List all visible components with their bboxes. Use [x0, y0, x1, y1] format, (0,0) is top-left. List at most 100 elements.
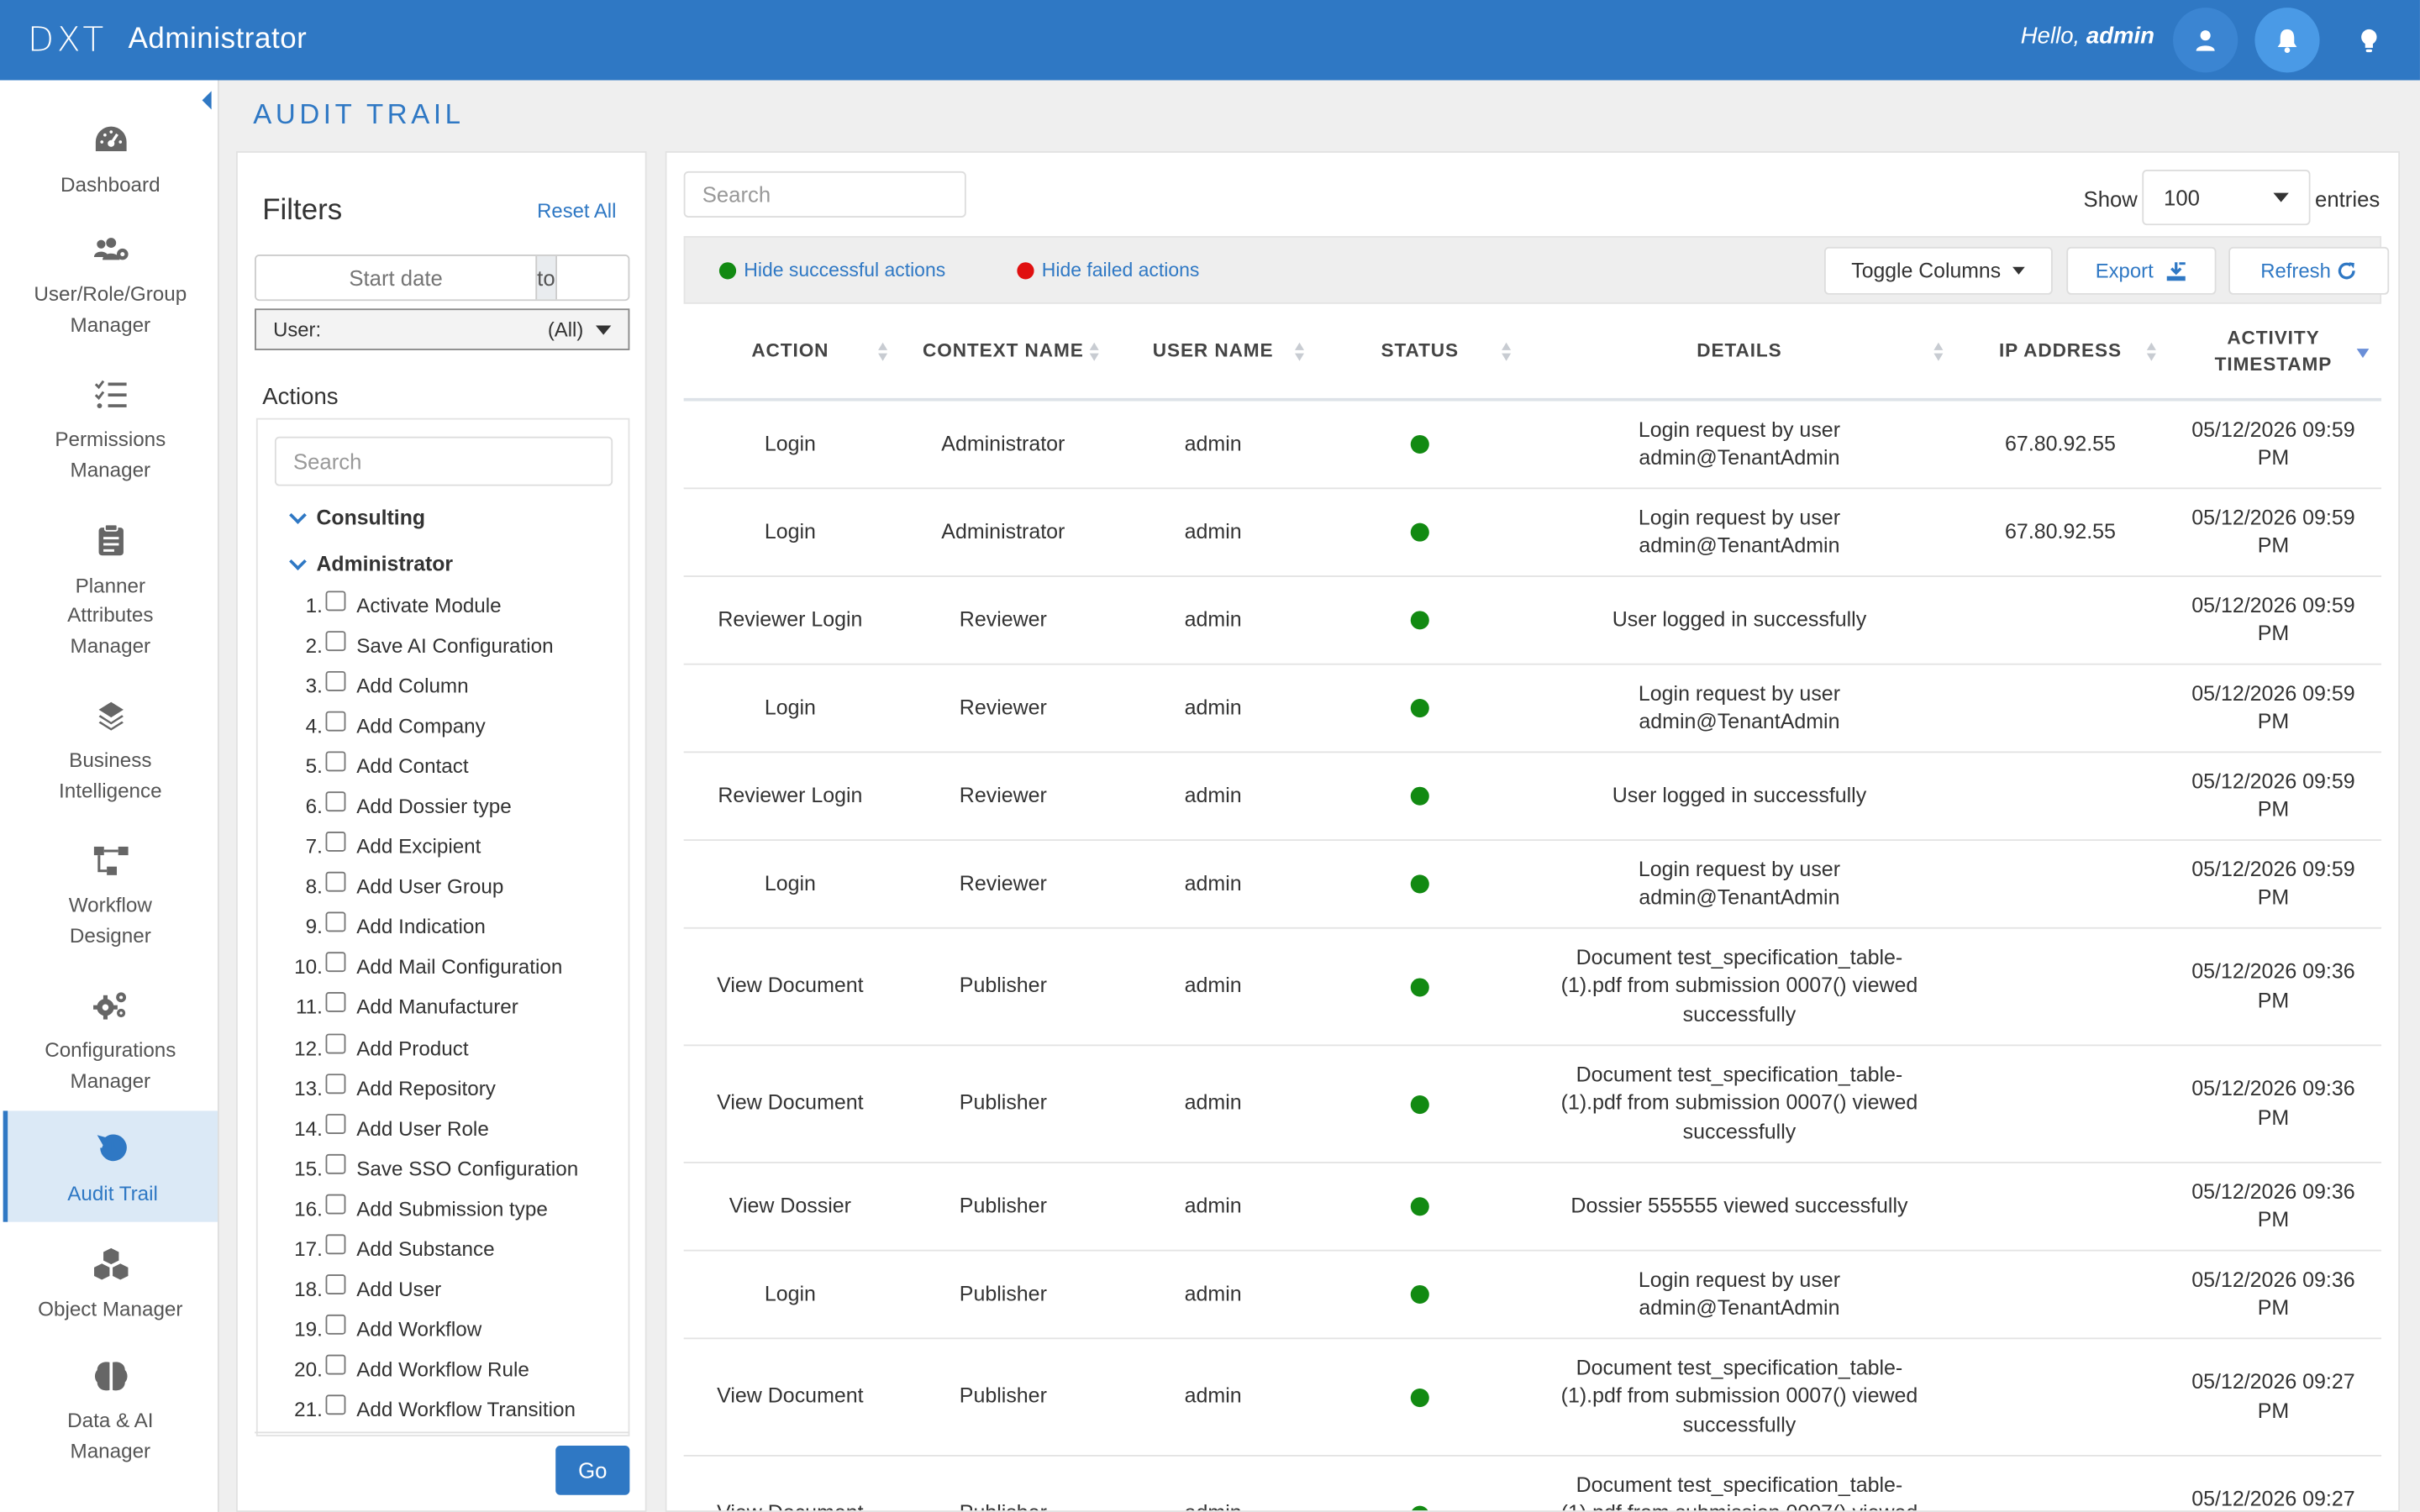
sidebar-item-workflow-designer[interactable]: Workflow Designer: [3, 843, 218, 951]
action-list-item[interactable]: 21. Add Workflow Transition: [258, 1390, 629, 1431]
action-list-item[interactable]: 1. Activate Module: [258, 585, 629, 625]
action-checkbox[interactable]: [325, 1234, 346, 1255]
lightbulb-icon[interactable]: [2337, 8, 2402, 72]
sidebar-item-data-ai-manager[interactable]: Data & AI Manager: [3, 1357, 218, 1466]
user-profile-icon[interactable]: [2173, 8, 2238, 73]
sort-icon[interactable]: [1502, 342, 1512, 361]
table-row[interactable]: Reviewer Login Reviewer admin User logged i…: [683, 577, 2382, 665]
action-list-item[interactable]: 7. Add Excipient: [258, 827, 629, 867]
action-list-item[interactable]: 17. Add Substance: [258, 1229, 629, 1269]
action-checkbox[interactable]: [325, 1274, 346, 1295]
action-list-item[interactable]: 4. Add Company: [258, 706, 629, 746]
action-list-item[interactable]: 10. Add Mail Configuration: [258, 947, 629, 987]
action-checkbox[interactable]: [325, 1194, 346, 1215]
sidebar-item-permissions[interactable]: Permissions Manager: [3, 376, 218, 485]
sidebar-item-audit-trail[interactable]: Audit Trail: [3, 1110, 218, 1222]
hide-successful-toggle[interactable]: Hide successful actions: [718, 260, 945, 281]
action-checkbox[interactable]: [325, 952, 346, 973]
table-row[interactable]: View Dossier Publisher admin Dossier 555555…: [683, 1163, 2382, 1252]
sidebar-item-object-manager[interactable]: Object Manager: [3, 1247, 218, 1324]
actions-list-box[interactable]: Consulting Administrator 1. Activate Modu…: [255, 417, 630, 1436]
action-list-item[interactable]: 5. Add Contact: [258, 746, 629, 786]
column-header-activity-timestamp[interactable]: ACTIVITY TIMESTAMP: [2181, 304, 2365, 398]
action-list-item[interactable]: 9. Add Indication: [258, 907, 629, 948]
action-checkbox[interactable]: [325, 630, 346, 651]
table-row[interactable]: Login Reviewer admin Login request by user …: [683, 841, 2382, 929]
sort-icon[interactable]: [2146, 342, 2158, 361]
user-filter-select[interactable]: User: (All): [255, 308, 630, 350]
action-checkbox[interactable]: [325, 711, 346, 732]
table-row[interactable]: View Document Publisher admin Document test…: [683, 1339, 2382, 1457]
action-list-item[interactable]: 20. Add Workflow Rule: [258, 1350, 629, 1390]
column-header-user-name[interactable]: USER NAME: [1110, 304, 1317, 398]
sort-icon[interactable]: [1294, 342, 1306, 361]
action-list-item[interactable]: 11. Add Manufacturer: [258, 987, 629, 1027]
action-list-item[interactable]: 14. Add User Role: [258, 1108, 629, 1148]
hide-failed-toggle[interactable]: Hide failed actions: [1017, 260, 1199, 281]
table-row[interactable]: View Document Publisher admin Document test…: [683, 929, 2382, 1047]
sidebar-item-dashboard[interactable]: Dashboard: [3, 120, 218, 213]
sort-icon[interactable]: [1089, 342, 1101, 361]
action-checkbox[interactable]: [325, 872, 346, 892]
table-row[interactable]: Login Publisher admin Login request by user…: [683, 1252, 2382, 1340]
sidebar-item-configurations[interactable]: Configurations Manager: [3, 987, 218, 1095]
logo[interactable]: DXT: [28, 20, 107, 60]
cell-context-name: Publisher: [897, 1046, 1109, 1162]
end-date-input[interactable]: [556, 255, 629, 300]
table-row[interactable]: View Document Publisher admin Document test…: [683, 1046, 2382, 1163]
column-header-status[interactable]: STATUS: [1317, 304, 1523, 398]
action-checkbox[interactable]: [325, 590, 346, 611]
action-list-item[interactable]: 3. Add Column: [258, 665, 629, 706]
column-header-ip-address[interactable]: IP ADDRESS: [1955, 304, 2165, 398]
action-checkbox[interactable]: [325, 912, 346, 932]
sort-icon[interactable]: [1933, 342, 1944, 361]
toggle-columns-button[interactable]: Toggle Columns: [1823, 246, 2053, 295]
action-list-item[interactable]: 12. Add Product: [258, 1027, 629, 1068]
table-row[interactable]: Login Reviewer admin Login request by user …: [683, 665, 2382, 753]
table-search-input[interactable]: [683, 171, 966, 218]
refresh-button[interactable]: Refresh: [2228, 246, 2390, 295]
action-checkbox[interactable]: [325, 1032, 346, 1053]
sort-descending-icon[interactable]: [2356, 349, 2370, 359]
notifications-bell-icon[interactable]: [2254, 8, 2320, 73]
column-header-context-name[interactable]: CONTEXT NAME: [897, 304, 1109, 398]
go-button[interactable]: Go: [555, 1445, 630, 1495]
sidebar-item-business-intelligence[interactable]: Business Intelligence: [3, 697, 218, 806]
table-row[interactable]: Login Administrator admin Login request by …: [683, 402, 2382, 490]
action-checkbox[interactable]: [325, 751, 346, 772]
action-list-item[interactable]: 13. Add Repository: [258, 1068, 629, 1108]
entries-select[interactable]: 100: [2142, 170, 2311, 226]
sort-icon[interactable]: [878, 342, 889, 361]
export-button[interactable]: Export: [2066, 246, 2217, 295]
action-checkbox[interactable]: [325, 1153, 346, 1174]
action-checkbox[interactable]: [325, 1113, 346, 1134]
collapse-sidebar-icon[interactable]: [202, 91, 212, 110]
column-header-details[interactable]: DETAILS: [1523, 304, 1955, 398]
sidebar-item-user-role-group[interactable]: User/Role/Group Manager: [3, 232, 218, 340]
group-consulting[interactable]: Consulting: [289, 506, 425, 529]
action-checkbox[interactable]: [325, 1315, 346, 1336]
action-list-item[interactable]: 15. Save SSO Configuration: [258, 1148, 629, 1189]
action-checkbox[interactable]: [325, 1395, 346, 1416]
reset-all-link[interactable]: Reset All: [537, 198, 617, 223]
group-administrator[interactable]: Administrator: [289, 552, 453, 575]
start-date-input[interactable]: [255, 255, 536, 300]
action-list-item[interactable]: 19. Add Workflow: [258, 1310, 629, 1350]
action-checkbox[interactable]: [325, 992, 346, 1013]
sidebar-item-planner-attributes[interactable]: Planner Attributes Manager: [3, 522, 218, 660]
action-checkbox[interactable]: [325, 670, 346, 691]
action-list-item[interactable]: 2. Save AI Configuration: [258, 625, 629, 665]
action-checkbox[interactable]: [325, 832, 346, 853]
action-checkbox[interactable]: [325, 791, 346, 812]
table-row[interactable]: Reviewer Login Reviewer admin User logged i…: [683, 753, 2382, 842]
action-list-item[interactable]: 8. Add User Group: [258, 867, 629, 907]
action-list-item[interactable]: 18. Add User: [258, 1269, 629, 1310]
action-checkbox[interactable]: [325, 1073, 346, 1094]
actions-search-input[interactable]: [274, 436, 613, 486]
action-list-item[interactable]: 16. Add Submission type: [258, 1189, 629, 1229]
action-list-item[interactable]: 6. Add Dossier type: [258, 786, 629, 827]
column-header-action[interactable]: ACTION: [684, 304, 897, 398]
action-checkbox[interactable]: [325, 1355, 346, 1376]
table-row[interactable]: Login Administrator admin Login request by …: [683, 489, 2382, 577]
table-row[interactable]: View Document Publisher admin Document test…: [684, 1457, 2381, 1511]
